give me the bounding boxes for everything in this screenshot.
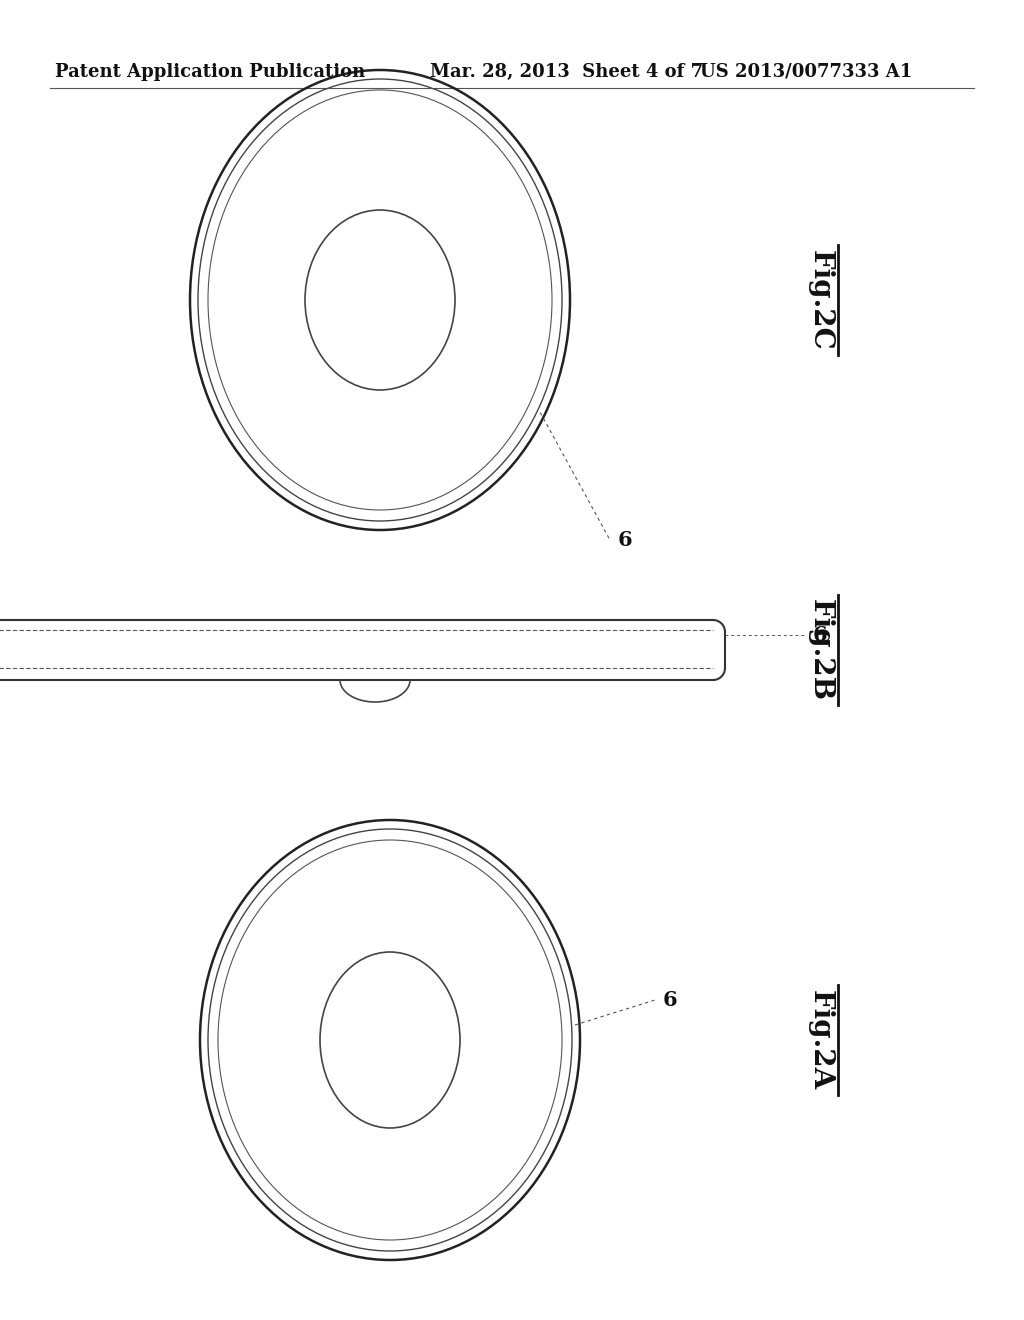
Text: Patent Application Publication: Patent Application Publication bbox=[55, 63, 366, 81]
Text: Fig.2C: Fig.2C bbox=[807, 249, 834, 350]
Text: 6: 6 bbox=[663, 990, 678, 1010]
Text: Fig.2A: Fig.2A bbox=[807, 990, 834, 1090]
Text: US 2013/0077333 A1: US 2013/0077333 A1 bbox=[700, 63, 912, 81]
Text: Mar. 28, 2013  Sheet 4 of 7: Mar. 28, 2013 Sheet 4 of 7 bbox=[430, 63, 703, 81]
Text: 6: 6 bbox=[813, 624, 827, 645]
Text: Fig.2B: Fig.2B bbox=[807, 599, 834, 701]
Text: 6: 6 bbox=[618, 531, 633, 550]
